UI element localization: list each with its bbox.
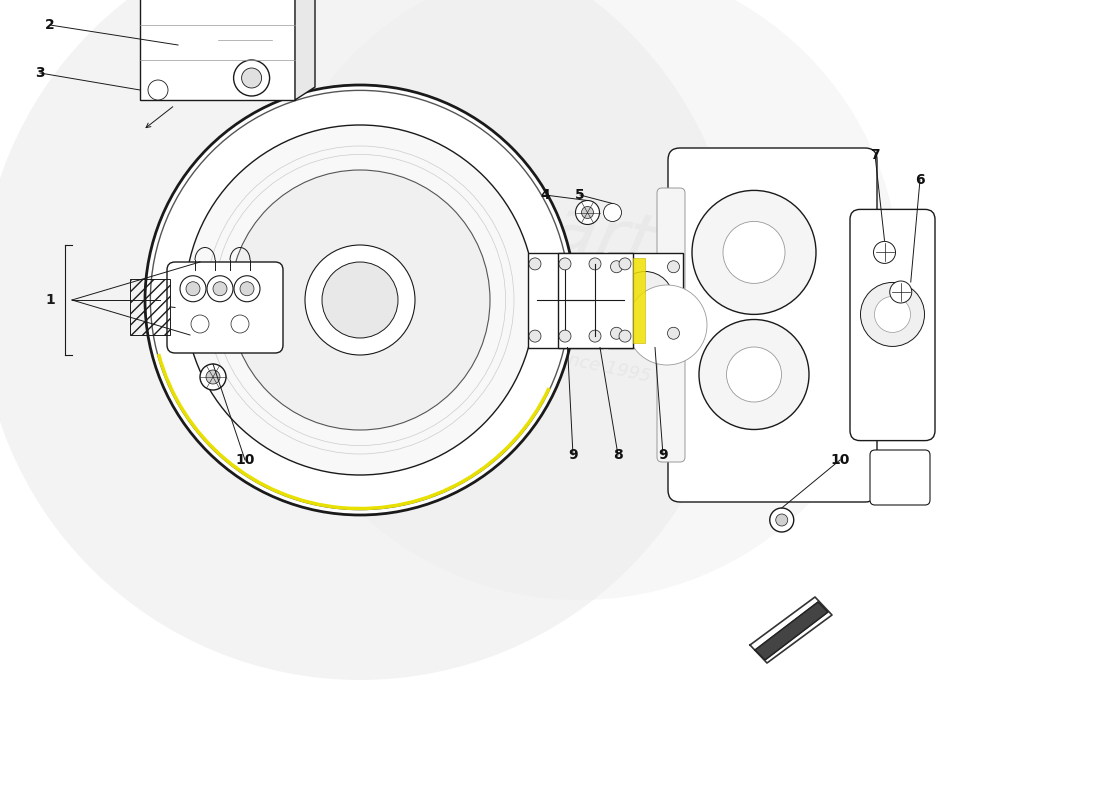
Circle shape	[616, 271, 673, 329]
Circle shape	[604, 203, 622, 222]
Circle shape	[610, 261, 623, 273]
Circle shape	[723, 222, 785, 283]
Circle shape	[698, 319, 808, 430]
Text: 9: 9	[658, 448, 668, 462]
Circle shape	[529, 258, 541, 270]
Circle shape	[559, 330, 571, 342]
Circle shape	[588, 330, 601, 342]
Circle shape	[668, 261, 680, 273]
Text: 6: 6	[915, 173, 925, 187]
Circle shape	[240, 282, 254, 296]
Circle shape	[242, 68, 262, 88]
Circle shape	[185, 125, 535, 475]
Bar	[558, 253, 632, 347]
Circle shape	[305, 245, 415, 355]
Circle shape	[776, 514, 788, 526]
Circle shape	[191, 315, 209, 333]
Text: 7: 7	[870, 148, 880, 162]
Text: a passion for motoring since 1995: a passion for motoring since 1995	[348, 304, 652, 386]
Circle shape	[619, 258, 631, 270]
Circle shape	[148, 80, 168, 100]
Text: 10: 10	[235, 453, 255, 467]
Circle shape	[559, 258, 571, 270]
Circle shape	[231, 315, 249, 333]
FancyBboxPatch shape	[850, 210, 935, 441]
Text: 3: 3	[35, 66, 45, 80]
FancyBboxPatch shape	[668, 148, 877, 502]
Text: 10: 10	[830, 453, 849, 467]
Text: 5: 5	[575, 188, 585, 202]
Text: 8: 8	[613, 448, 623, 462]
Bar	[140, 0, 295, 100]
Circle shape	[322, 262, 398, 338]
Circle shape	[230, 170, 490, 430]
Circle shape	[200, 364, 225, 390]
Circle shape	[619, 330, 631, 342]
Circle shape	[233, 60, 270, 96]
Text: 4: 4	[540, 188, 550, 202]
Circle shape	[0, 0, 740, 680]
Circle shape	[610, 327, 623, 339]
Circle shape	[234, 276, 260, 302]
Circle shape	[726, 347, 781, 402]
Bar	[130, 278, 170, 335]
Circle shape	[588, 258, 601, 270]
Circle shape	[588, 292, 605, 308]
Circle shape	[890, 281, 912, 303]
FancyBboxPatch shape	[870, 450, 930, 505]
Circle shape	[145, 85, 575, 515]
Circle shape	[692, 190, 816, 314]
Circle shape	[668, 327, 680, 339]
Bar	[528, 253, 603, 347]
Circle shape	[575, 201, 600, 225]
Circle shape	[180, 276, 206, 302]
Text: 2: 2	[45, 18, 55, 32]
Circle shape	[873, 242, 895, 263]
Circle shape	[627, 285, 707, 365]
Polygon shape	[755, 602, 828, 660]
Circle shape	[186, 282, 200, 296]
FancyBboxPatch shape	[167, 262, 283, 353]
Bar	[607, 253, 682, 347]
Text: 9: 9	[569, 448, 578, 462]
Circle shape	[206, 370, 220, 384]
Text: 1: 1	[45, 293, 55, 307]
Circle shape	[860, 282, 924, 346]
FancyBboxPatch shape	[657, 188, 685, 462]
Polygon shape	[295, 0, 315, 100]
Bar	[632, 258, 645, 342]
Circle shape	[582, 206, 594, 218]
Circle shape	[874, 297, 911, 333]
Text: europarts: europarts	[342, 150, 698, 290]
Circle shape	[529, 330, 541, 342]
Circle shape	[770, 508, 794, 532]
Circle shape	[207, 276, 233, 302]
Circle shape	[260, 0, 900, 600]
Circle shape	[213, 282, 227, 296]
